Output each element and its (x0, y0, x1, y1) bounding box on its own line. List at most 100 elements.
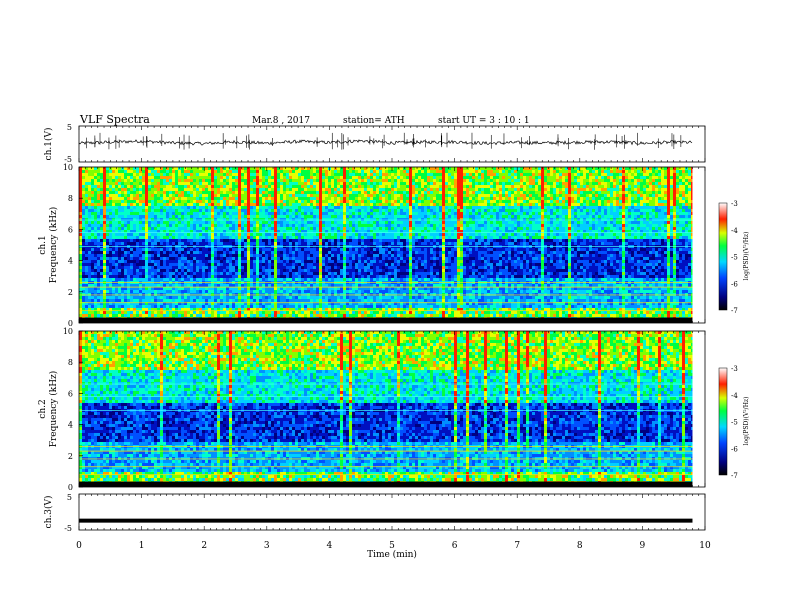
ch1-spectrogram-cell (133, 215, 136, 218)
ch1-spectrogram-cell (328, 215, 331, 218)
ch1-spectrogram-cell (166, 197, 169, 200)
ch1-spectrogram-cell (238, 206, 241, 209)
ch1-spectrogram-cell (208, 191, 211, 194)
ch1-spectrogram-cell (319, 287, 322, 290)
ch1-spectrogram-cell (340, 167, 343, 170)
ch1-spectrogram-cell (217, 278, 220, 281)
ch1-spectrogram-cell (286, 266, 289, 269)
ch1-spectrogram-cell (346, 233, 349, 236)
ch1-spectrogram-cell (172, 287, 175, 290)
ch1-spectrogram-cell (358, 203, 361, 206)
ch1-spectrogram-cell (145, 314, 148, 317)
ch1-spectrogram-cell (109, 206, 112, 209)
ch1-spectrogram-cell (286, 209, 289, 212)
ch1-spectrogram-cell (91, 239, 94, 242)
ch1-spectrogram-cell (334, 194, 337, 197)
ch1-spectrogram-cell (346, 236, 349, 239)
ch1-spectrogram-cell (310, 194, 313, 197)
ch1-spectrogram-cell (124, 236, 127, 239)
ch1-spectrogram-cell (166, 263, 169, 266)
ch1-spectrogram-cell (184, 176, 187, 179)
ch1-spectrogram-cell (130, 233, 133, 236)
ch1-spectrogram-cell (271, 275, 274, 278)
ch1-spectrogram-cell (205, 176, 208, 179)
ch1-spectrogram-cell (109, 224, 112, 227)
ch1-spectrogram-cell (229, 188, 232, 191)
ch1-spectrogram-cell (169, 257, 172, 260)
ch1-spectrogram-cell (349, 203, 352, 206)
ch1-spectrogram-cell (295, 287, 298, 290)
ch1-spectrogram-cell (232, 263, 235, 266)
ch1-spectrogram-cell (346, 290, 349, 293)
ch1-spectrogram-cell (157, 287, 160, 290)
ch1-spectrogram-cell (175, 182, 178, 185)
ch1-spectrogram-cell (253, 221, 256, 224)
ch1-spectrogram-cell (319, 266, 322, 269)
ch1-spectrogram-cell (217, 203, 220, 206)
ch1-spectrogram-cell (325, 170, 328, 173)
ch1-spectrogram-cell (175, 305, 178, 308)
ch1-spectrogram-cell (112, 206, 115, 209)
ch1-spectrogram-cell (103, 185, 106, 188)
ch1-spectrogram-cell (118, 185, 121, 188)
ch1-spectrogram-cell (265, 170, 268, 173)
ch1-spectrogram-cell (289, 185, 292, 188)
ch1-spectrogram-cell (94, 188, 97, 191)
ch1-spectrogram-cell (196, 266, 199, 269)
ch1-spectrogram-cell (319, 314, 322, 317)
ch1-spectrogram-cell (85, 233, 88, 236)
ch1-spectrogram-cell (262, 215, 265, 218)
ch1-spectrogram-cell (100, 272, 103, 275)
ch1-spectrogram-cell (325, 212, 328, 215)
ch1-spectrogram-cell (286, 287, 289, 290)
ch1-spectrogram-cell (97, 287, 100, 290)
ch1-spectrogram-cell (334, 248, 337, 251)
ch1-spectrogram-cell (340, 194, 343, 197)
ch1-spectrogram-cell (112, 233, 115, 236)
ch1-spectrogram-cell (301, 302, 304, 305)
ch1-spectrogram-cell (307, 269, 310, 272)
ch1-spectrogram-cell (295, 167, 298, 170)
ch1-spectrogram-cell (322, 185, 325, 188)
ch1-spectrogram-cell (82, 227, 85, 230)
ch1-spectrogram-cell (157, 272, 160, 275)
ch1-spectrogram-cell (232, 191, 235, 194)
ch1-spectrogram-cell (199, 299, 202, 302)
ch1-spectrogram-cell (304, 263, 307, 266)
ch1-spectrogram-cell (319, 263, 322, 266)
ch1-spectrogram-cell (187, 212, 190, 215)
ch1-spectrogram-cell (301, 266, 304, 269)
ch1-spectrogram-cell (235, 308, 238, 311)
ch1-spectrogram-cell (358, 176, 361, 179)
ch1-spectrogram-cell (130, 263, 133, 266)
ch1-spectrogram-cell (184, 227, 187, 230)
ch1-spectrogram-cell (304, 269, 307, 272)
ch1-spectrogram-cell (202, 191, 205, 194)
ch1-spectrogram-cell (274, 248, 277, 251)
ch1-spectrogram-cell (298, 248, 301, 251)
ch1-spectrogram-cell (235, 266, 238, 269)
ch1-spectrogram-cell (358, 209, 361, 212)
ch1-spectrogram-cell (331, 170, 334, 173)
ch1-spectrogram-cell (94, 209, 97, 212)
ch1-spectrogram-cell (286, 263, 289, 266)
ch1-spectrogram-cell (103, 176, 106, 179)
ch1-spectrogram-cell (133, 179, 136, 182)
ch1-spectrogram-cell (151, 275, 154, 278)
ch1-spectrogram-cell (112, 266, 115, 269)
ch1-spectrogram-cell (133, 230, 136, 233)
ch1-spectrogram-cell (307, 215, 310, 218)
ch1-spectrogram-cell (316, 200, 319, 203)
ch1-spectrogram-cell (301, 227, 304, 230)
ch1-spectrogram-cell (127, 296, 130, 299)
ch1-spectrogram-cell (91, 236, 94, 239)
ch1-spectrogram-cell (106, 239, 109, 242)
ch1-spectrogram-cell (229, 239, 232, 242)
ch1-spectrogram-cell (154, 170, 157, 173)
ch1-spectrogram-cell (208, 266, 211, 269)
ch1-spectrogram-cell (88, 260, 91, 263)
ch1-spectrogram-cell (208, 263, 211, 266)
ch1-spectrogram-cell (337, 224, 340, 227)
ch1-spectrogram-cell (229, 182, 232, 185)
ch1-spectrogram-cell (256, 197, 259, 200)
